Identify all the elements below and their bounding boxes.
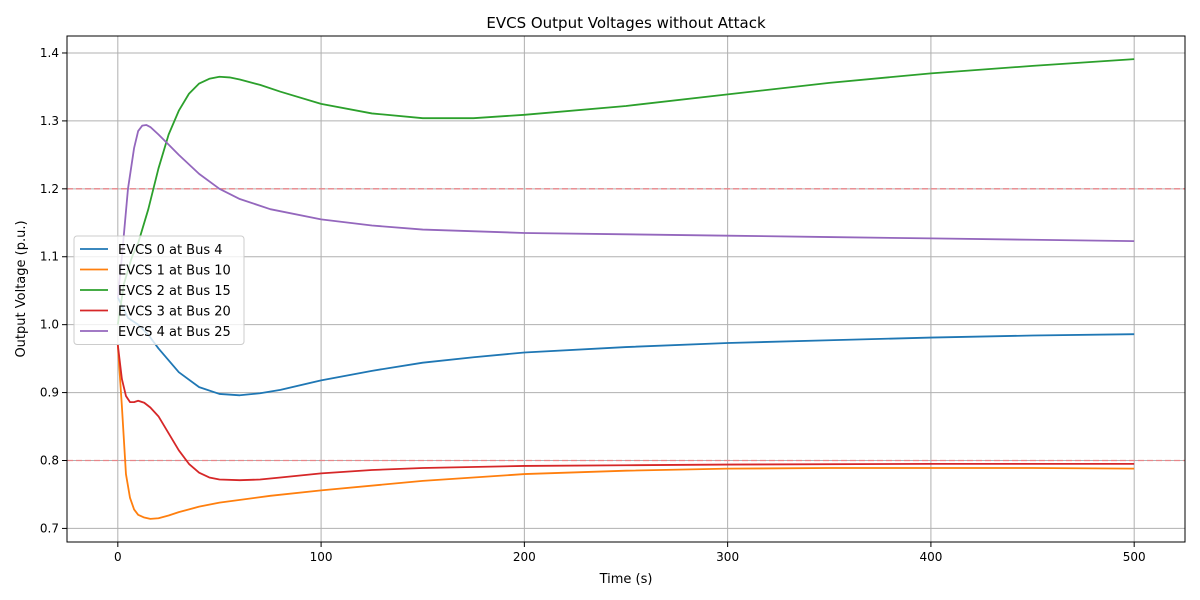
series-lines (116, 58, 1135, 520)
legend: EVCS 0 at Bus 4 EVCS 1 at Bus 10 EVCS 2 at… (73, 235, 245, 345)
y-tick-label: 0.9 (40, 386, 59, 400)
y-tick-label: 1.2 (40, 182, 59, 196)
legend-label: EVCS 0 at Bus 4 (118, 243, 223, 258)
x-tick-label: 400 (919, 550, 942, 564)
grid-lines (67, 36, 1185, 542)
y-axis-label: Output Voltage (p.u.) (14, 220, 29, 357)
x-axis-label: Time (s) (599, 572, 653, 587)
series-line (116, 344, 1135, 520)
x-tick-label: 100 (310, 550, 333, 564)
legend-label: EVCS 4 at Bus 25 (118, 325, 231, 340)
legend-label: EVCS 3 at Bus 20 (118, 305, 231, 320)
y-axis-ticks: 0.7 0.8 0.9 1.0 1.1 1.2 1.3 1.4 (40, 46, 67, 535)
series-line (116, 58, 1135, 325)
x-axis-ticks: 0 100 200 300 400 500 (114, 542, 1146, 564)
legend-box (73, 235, 245, 345)
x-tick-label: 500 (1123, 550, 1146, 564)
plot-frame (66, 35, 1186, 543)
legend-label: EVCS 2 at Bus 15 (118, 284, 231, 299)
chart-title: EVCS Output Voltages without Attack (486, 14, 766, 32)
x-tick-label: 200 (513, 550, 536, 564)
reference-lines (67, 188, 1185, 462)
y-tick-label: 0.8 (40, 453, 59, 467)
y-tick-label: 0.7 (40, 521, 59, 535)
y-tick-label: 1.3 (40, 114, 59, 128)
legend-label: EVCS 1 at Bus 10 (118, 264, 231, 279)
y-tick-label: 1.4 (40, 46, 59, 60)
series-line (116, 124, 1135, 298)
series-line (116, 344, 1135, 482)
x-tick-label: 300 (716, 550, 739, 564)
y-tick-label: 1.0 (40, 318, 59, 332)
y-tick-label: 1.1 (40, 250, 59, 264)
x-tick-label: 0 (114, 550, 122, 564)
series-line (117, 297, 1135, 397)
